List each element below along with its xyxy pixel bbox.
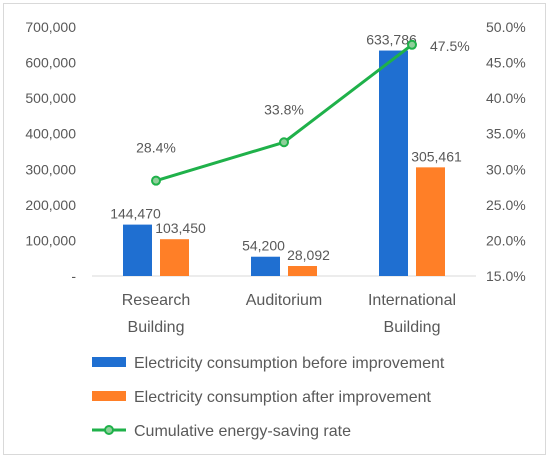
left-axis-tick-label: - bbox=[71, 268, 76, 284]
right-axis-tick-label: 25.0% bbox=[486, 197, 526, 213]
x-axis-category-label: Research bbox=[122, 292, 190, 309]
bar bbox=[416, 167, 445, 276]
chart-frame bbox=[3, 3, 546, 455]
bar bbox=[123, 224, 152, 276]
right-axis-tick-label: 15.0% bbox=[486, 268, 526, 284]
right-axis-tick-label: 35.0% bbox=[486, 126, 526, 142]
bar-value-label: 54,200 bbox=[242, 238, 285, 254]
bar bbox=[251, 256, 280, 276]
right-axis-tick-label: 20.0% bbox=[486, 232, 526, 248]
line-point bbox=[279, 137, 289, 148]
right-axis-tick-label: 40.0% bbox=[486, 90, 526, 106]
right-axis-tick-label: 50.0% bbox=[486, 19, 526, 35]
bar bbox=[379, 50, 408, 276]
bar-value-label: 28,092 bbox=[287, 247, 330, 263]
x-axis-category-label: Building bbox=[128, 319, 185, 336]
left-axis-tick-label: 200,000 bbox=[25, 197, 76, 213]
left-axis-tick-label: 100,000 bbox=[25, 232, 76, 248]
line-value-label: 47.5% bbox=[430, 38, 470, 54]
legend-marker bbox=[104, 425, 114, 435]
line-point bbox=[151, 175, 161, 186]
legend-swatch bbox=[92, 391, 126, 401]
right-axis-tick-label: 45.0% bbox=[486, 55, 526, 71]
bar bbox=[288, 266, 317, 276]
line-point bbox=[407, 39, 417, 50]
x-axis-category-label: Building bbox=[384, 319, 441, 336]
left-axis-tick-label: 400,000 bbox=[25, 126, 76, 142]
legend-swatch bbox=[92, 357, 126, 367]
x-axis-category-label: International bbox=[368, 292, 456, 309]
x-axis-category-label: Auditorium bbox=[246, 292, 322, 309]
left-axis-tick-label: 500,000 bbox=[25, 90, 76, 106]
right-axis-tick-label: 30.0% bbox=[486, 161, 526, 177]
line-value-label: 28.4% bbox=[136, 140, 176, 156]
bar-value-label: 633,786 bbox=[366, 32, 417, 48]
left-axis-tick-label: 600,000 bbox=[25, 55, 76, 71]
legend-label: Cumulative energy-saving rate bbox=[134, 423, 351, 440]
bar-value-label: 305,461 bbox=[411, 148, 462, 164]
legend-label: Electricity consumption before improveme… bbox=[134, 355, 445, 372]
bar-value-label: 103,450 bbox=[155, 220, 206, 236]
left-axis-tick-label: 300,000 bbox=[25, 161, 76, 177]
bar bbox=[160, 239, 189, 276]
bar-value-label: 144,470 bbox=[110, 206, 161, 222]
legend-label: Electricity consumption after improvemen… bbox=[134, 389, 432, 406]
line-value-label: 33.8% bbox=[264, 101, 304, 117]
left-axis-tick-label: 700,000 bbox=[25, 19, 76, 35]
